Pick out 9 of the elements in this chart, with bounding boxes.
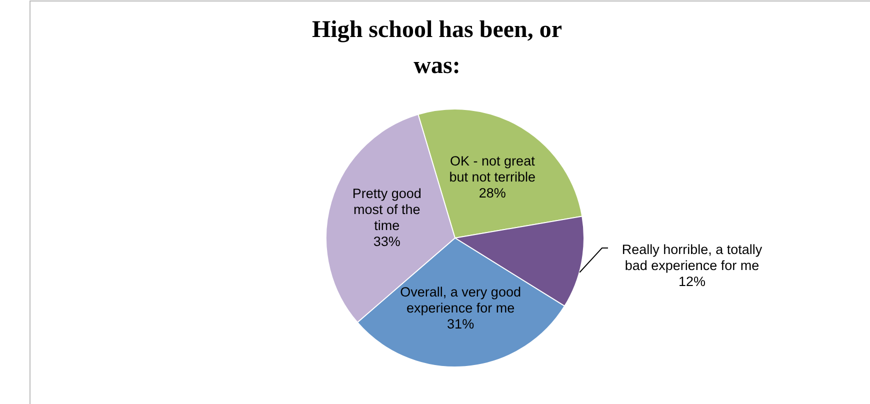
data-label: 31% — [447, 316, 474, 332]
data-label: 33% — [373, 234, 400, 250]
slice-label: Pretty good most of the time — [352, 186, 422, 234]
slice-label: OK - not great but not terrible — [449, 154, 536, 185]
data-label: 28% — [478, 186, 506, 201]
data-label: 12% — [678, 274, 706, 289]
slice-label: Really horrible, a totally bad experience for me — [622, 242, 762, 273]
chart-title: High school has been, or was: — [312, 17, 562, 79]
slice-label: Overall, a very good experience for me — [400, 284, 521, 316]
